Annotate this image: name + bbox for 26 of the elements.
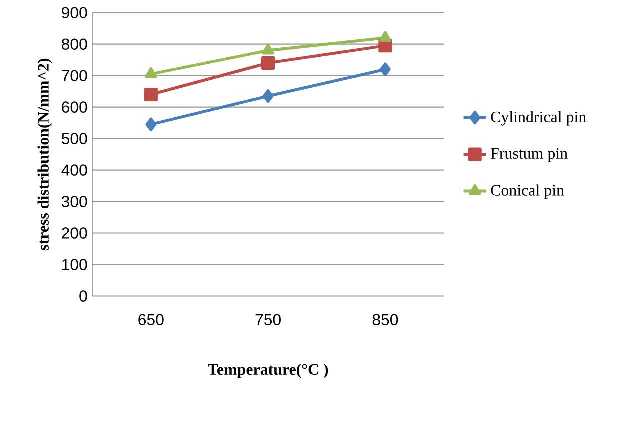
y-axis-title: stress distribution(N/mm^2) (38, 58, 52, 250)
point (146, 118, 157, 132)
point (380, 62, 391, 76)
legend-label: Conical pin (491, 184, 564, 200)
point (144, 88, 158, 102)
point (262, 44, 274, 55)
point (262, 56, 276, 70)
point (262, 90, 274, 104)
legend-label: Cylindrical pin (491, 111, 586, 126)
y-tick-label: 800 (62, 38, 88, 50)
y-tick-label: 700 (62, 70, 88, 82)
y-tick-label: 200 (62, 228, 88, 239)
y-tick-label: 300 (62, 196, 88, 208)
y-tick-label: 0 (80, 290, 88, 302)
y-tick-label: 100 (62, 259, 88, 270)
y-tick-label: 400 (62, 164, 88, 176)
x-tick-label: 650 (138, 314, 164, 326)
x-tick-label: 750 (256, 314, 281, 326)
point (145, 67, 158, 78)
y-tick-label: 500 (62, 133, 88, 144)
y-tick-label: 900 (62, 7, 88, 18)
x-axis-title: Temperature(°C ) (208, 364, 328, 378)
legend-label: Frustum pin (491, 148, 568, 162)
x-tick-label: 850 (372, 314, 398, 326)
point (379, 31, 392, 42)
y-tick-label: 600 (62, 102, 88, 113)
